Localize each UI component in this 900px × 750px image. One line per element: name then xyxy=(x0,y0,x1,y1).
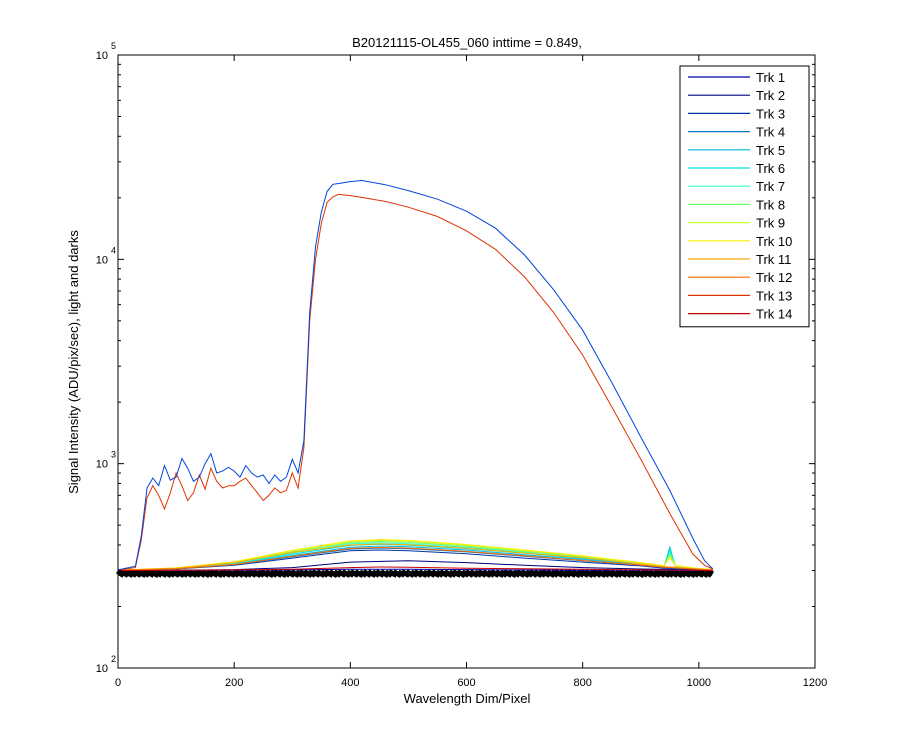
legend: Trk 1 Trk 2 Trk 3 Trk 4 Trk 5 Trk 6 Trk 7 Trk 8… xyxy=(679,65,810,328)
x-tick-label: 800 xyxy=(573,677,591,689)
legend-label: Trk 1 xyxy=(756,70,785,85)
y-tick-label-base: 10 xyxy=(96,50,108,62)
x-axis-label: Wavelength Dim/Pixel xyxy=(404,691,531,706)
legend-label: Trk 4 xyxy=(756,125,785,140)
legend-label: Trk 8 xyxy=(756,197,785,212)
y-tick-label-exponent: 3 xyxy=(111,450,116,460)
legend-label: Trk 5 xyxy=(756,143,785,158)
x-tick-label: 0 xyxy=(115,677,121,689)
x-tick-label: 400 xyxy=(341,677,359,689)
x-tick-label: 1000 xyxy=(687,677,711,689)
series-line xyxy=(117,193,714,571)
series-line xyxy=(117,546,713,571)
plot-area xyxy=(115,179,715,578)
series-line xyxy=(117,179,714,571)
legend-label: Trk 6 xyxy=(756,161,785,176)
x-tick-label: 1200 xyxy=(803,677,827,689)
x-tick-label: 600 xyxy=(457,677,475,689)
y-tick-label-exponent: 4 xyxy=(111,245,116,255)
legend-label: Trk 7 xyxy=(756,179,785,194)
legend-label: Trk 2 xyxy=(756,88,785,103)
series-line xyxy=(117,543,713,571)
legend-label: Trk 3 xyxy=(756,106,785,121)
series-line xyxy=(117,566,713,571)
legend-label: Trk 10 xyxy=(756,234,792,249)
legend-label: Trk 14 xyxy=(756,307,792,322)
y-tick-label-base: 10 xyxy=(96,254,108,266)
legend-box xyxy=(679,65,810,328)
chart-title: B20121115-OL455_060 inttime = 0.849, xyxy=(352,35,582,50)
legend-label: Trk 9 xyxy=(756,216,785,231)
y-tick-label-exponent: 2 xyxy=(111,654,116,664)
y-axis-label: Signal Intensity (ADU/pix/sec), light an… xyxy=(66,230,81,494)
y-tick-label-exponent: 5 xyxy=(111,41,116,51)
y-tick-label-base: 10 xyxy=(96,459,108,471)
series-line xyxy=(117,539,713,571)
legend-label: Trk 11 xyxy=(756,252,791,267)
series-line xyxy=(117,549,713,571)
x-tick-label: 200 xyxy=(225,677,243,689)
legend-label: Trk 13 xyxy=(756,288,792,303)
dark-frame-band xyxy=(115,569,715,578)
y-tick-label-base: 10 xyxy=(96,663,108,675)
legend-label: Trk 12 xyxy=(756,270,792,285)
